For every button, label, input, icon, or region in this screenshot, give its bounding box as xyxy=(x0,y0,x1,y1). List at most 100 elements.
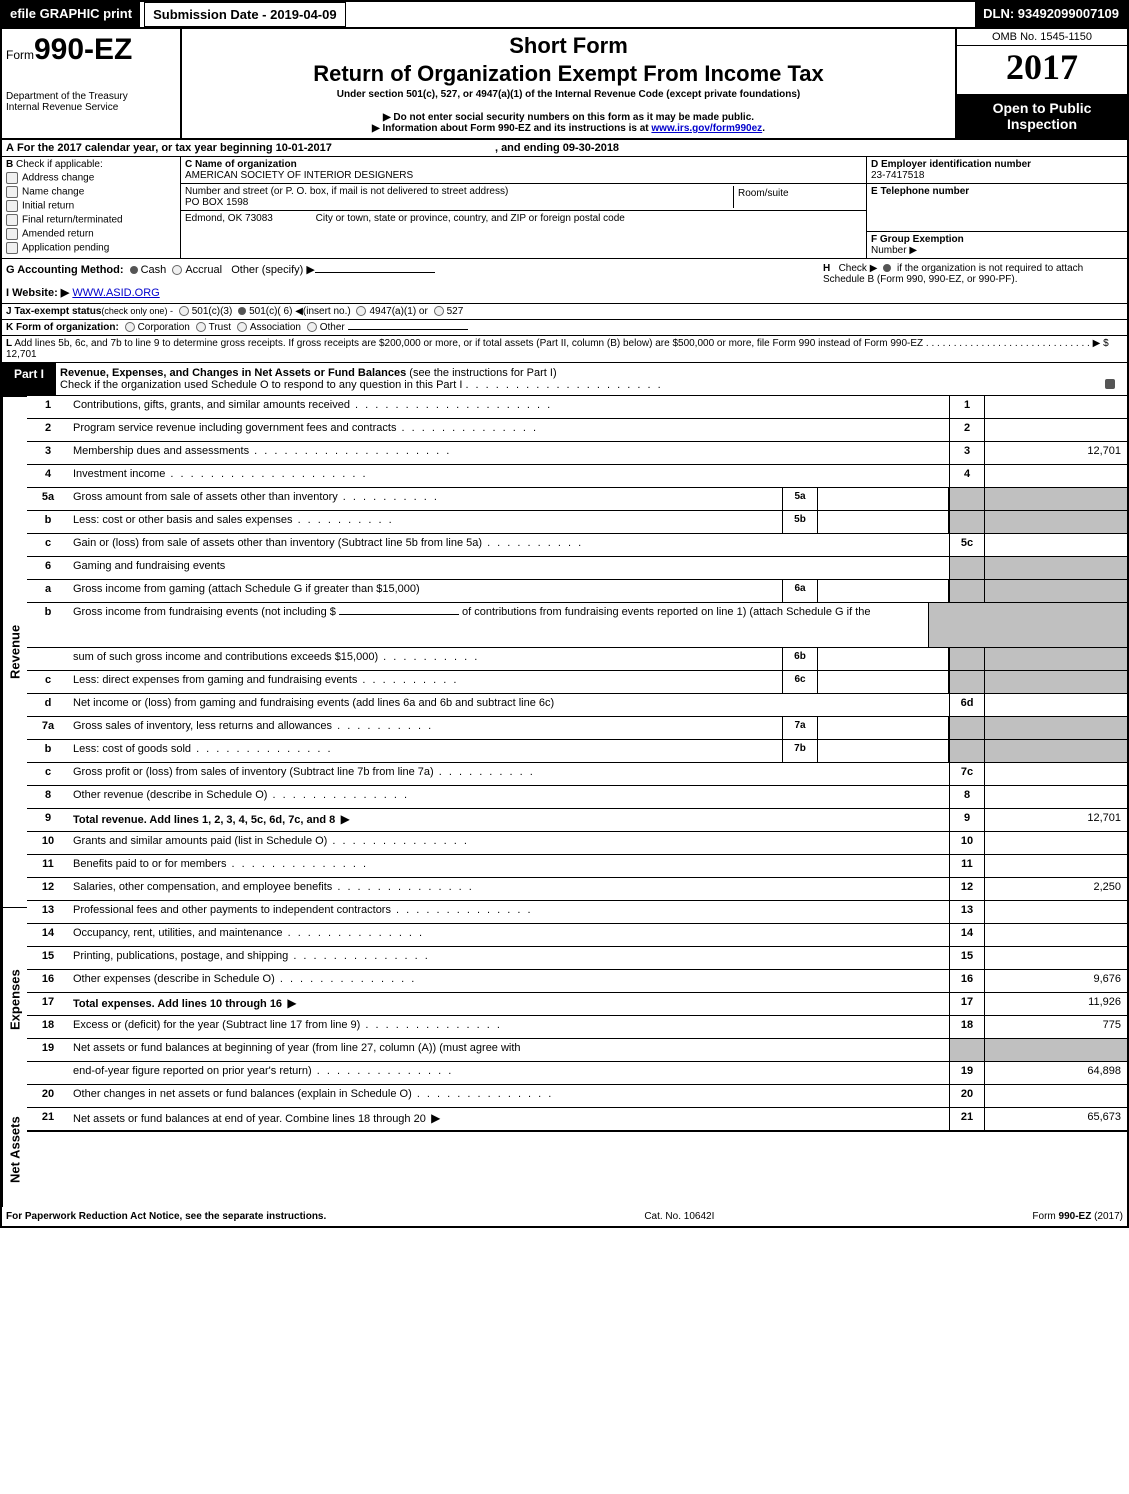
under-section: Under section 501(c), 527, or 4947(a)(1)… xyxy=(186,89,951,100)
header-left: Form990-EZ Department of the Treasury In… xyxy=(2,29,182,138)
line-21-val: 65,673 xyxy=(984,1108,1127,1130)
b-checklist: Address change Name change Initial retur… xyxy=(6,172,176,254)
dept-treasury: Department of the Treasury xyxy=(6,91,176,102)
chk-initial-return[interactable] xyxy=(6,200,18,212)
dots-icon xyxy=(332,881,474,893)
line-6b-pre-gray xyxy=(928,603,1127,647)
line-4-desc: Investment income xyxy=(73,468,165,480)
j-opt4: 527 xyxy=(447,306,464,317)
line-5c-box: 5c xyxy=(949,534,984,556)
website-link[interactable]: WWW.ASID.ORG xyxy=(72,287,159,299)
header-right: OMB No. 1545-1150 2017 Open to Public In… xyxy=(955,29,1127,138)
org-street: PO BOX 1598 xyxy=(185,197,733,208)
h-checkbox[interactable] xyxy=(883,264,891,272)
chk-application-pending[interactable] xyxy=(6,242,18,254)
chk-amended-return[interactable] xyxy=(6,228,18,240)
dots-icon xyxy=(283,927,425,939)
dots-icon xyxy=(165,468,367,480)
dots-icon xyxy=(332,720,433,732)
radio-501c3[interactable] xyxy=(179,306,189,316)
part1-schedule-o-check[interactable] xyxy=(1105,379,1115,389)
a-prefix: A xyxy=(6,142,14,154)
omb-number: OMB No. 1545-1150 xyxy=(957,29,1127,46)
line-14-val xyxy=(984,924,1127,946)
line-6-desc: Gaming and fundraising events xyxy=(69,557,949,579)
dln-label: DLN: 93492099007109 xyxy=(975,2,1127,27)
line-15-desc: Printing, publications, postage, and shi… xyxy=(73,950,288,962)
gh-row: G Accounting Method: Cash Accrual Other … xyxy=(2,259,1127,304)
line-19a-box xyxy=(949,1039,984,1061)
line-20-val xyxy=(984,1085,1127,1107)
line-6b-input[interactable] xyxy=(339,614,459,615)
chk-name-change[interactable] xyxy=(6,186,18,198)
line-16-desc: Other expenses (describe in Schedule O) xyxy=(73,973,275,985)
b-item-5: Application pending xyxy=(22,243,109,254)
line-7c-desc: Gross profit or (loss) from sales of inv… xyxy=(73,766,434,778)
line-18-desc: Excess or (deficit) for the year (Subtra… xyxy=(73,1019,360,1031)
line-5b-num: b xyxy=(27,511,69,533)
b-item-3: Final return/terminated xyxy=(22,215,123,226)
line-17-box: 17 xyxy=(949,993,984,1015)
radio-assoc[interactable] xyxy=(237,322,247,332)
line-5a-midval xyxy=(818,488,949,510)
radio-other[interactable] xyxy=(307,322,317,332)
line-10-desc: Grants and similar amounts paid (list in… xyxy=(73,835,327,847)
short-form-title: Short Form xyxy=(186,33,951,59)
line-6b-desc: Gross income from fundraising events (no… xyxy=(69,603,928,647)
footer-right: Form 990-EZ (2017) xyxy=(1032,1211,1123,1222)
k-opt3: Other xyxy=(320,322,345,333)
line-5a-val xyxy=(984,488,1127,510)
open-line1: Open to Public xyxy=(993,100,1092,116)
radio-trust[interactable] xyxy=(196,322,206,332)
radio-501c[interactable] xyxy=(238,307,246,315)
chk-final-return[interactable] xyxy=(6,214,18,226)
line-6d-num: d xyxy=(27,694,69,716)
line-6b-mid: 6b xyxy=(782,648,818,670)
chk-address-change[interactable] xyxy=(6,172,18,184)
b-item-0: Address change xyxy=(22,173,94,184)
radio-accrual[interactable] xyxy=(172,265,182,275)
j-opt2: 501(c)( 6) ◀(insert no.) xyxy=(249,306,351,317)
b-item-4: Amended return xyxy=(22,229,94,240)
ssn-warning: ▶ Do not enter social security numbers o… xyxy=(186,112,951,123)
dots-icon xyxy=(327,835,469,847)
header-center: Short Form Return of Organization Exempt… xyxy=(182,29,955,138)
line-16-val: 9,676 xyxy=(984,970,1127,992)
k-opt2: Association xyxy=(250,322,301,333)
line-4-num: 4 xyxy=(27,465,69,487)
dots-icon xyxy=(293,514,394,526)
g-other-input[interactable] xyxy=(315,272,435,273)
line-7a: 7a Gross sales of inventory, less return… xyxy=(27,717,1127,740)
line-5c-desc: Gain or (loss) from sale of assets other… xyxy=(73,537,482,549)
g-label: G Accounting Method: xyxy=(6,264,124,276)
line-6a-box xyxy=(949,580,984,602)
radio-corp[interactable] xyxy=(125,322,135,332)
line-5a-num: 5a xyxy=(27,488,69,510)
info-link[interactable]: www.irs.gov/form990ez xyxy=(651,123,762,134)
radio-4947[interactable] xyxy=(356,306,366,316)
line-19-val: 64,898 xyxy=(984,1062,1127,1084)
side-netassets: Net Assets xyxy=(2,1092,27,1207)
line-6-box xyxy=(949,557,984,579)
k-other-input[interactable] xyxy=(348,329,468,330)
line-14-box: 14 xyxy=(949,924,984,946)
line-18: 18 Excess or (deficit) for the year (Sub… xyxy=(27,1016,1127,1039)
e-label: E Telephone number xyxy=(871,186,1123,197)
line-9-val: 12,701 xyxy=(984,809,1127,831)
line-6c-box xyxy=(949,671,984,693)
efile-print-button[interactable]: efile GRAPHIC print xyxy=(2,2,140,27)
line-6b-midval xyxy=(818,648,949,670)
dots-icon xyxy=(378,651,479,663)
line-6a-val xyxy=(984,580,1127,602)
radio-cash[interactable] xyxy=(130,266,138,274)
line-6a-midval xyxy=(818,580,949,602)
line-7a-box xyxy=(949,717,984,739)
line-4-val xyxy=(984,465,1127,487)
radio-527[interactable] xyxy=(434,306,444,316)
line-3-box: 3 xyxy=(949,442,984,464)
line-8-box: 8 xyxy=(949,786,984,808)
c-name-label: C Name of organization xyxy=(185,159,862,170)
line-6: 6 Gaming and fundraising events xyxy=(27,557,1127,580)
c-city-label: City or town, state or province, country… xyxy=(316,213,625,224)
a-text1: For the 2017 calendar year, or tax year … xyxy=(17,142,332,154)
